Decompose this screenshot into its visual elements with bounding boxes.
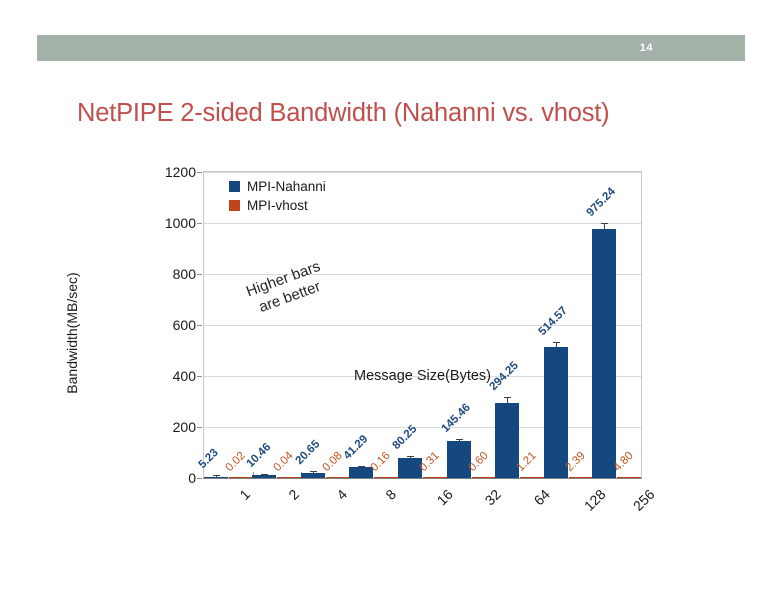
legend-label: MPI-Nahanni — [247, 179, 326, 194]
error-bar — [604, 223, 606, 230]
bar-value-label: 975.24 — [584, 185, 619, 219]
bar-value-label: 20.65 — [293, 438, 323, 468]
error-bar-cap — [212, 475, 220, 477]
bar-vhost — [568, 476, 593, 478]
error-bar — [458, 439, 460, 441]
y-axis-tick-label: 600 — [172, 317, 196, 333]
bar-nahanni — [349, 467, 374, 478]
bar-nahanni — [300, 472, 325, 478]
y-axis-tick-mark — [197, 223, 202, 224]
y-axis-tick-mark — [197, 172, 202, 173]
page-number: 14 — [639, 42, 653, 54]
y-axis-tick-label: 1000 — [164, 215, 196, 231]
x-axis-tick-label: 256 — [629, 486, 658, 514]
bar-vhost — [471, 476, 496, 478]
y-axis-tick-mark — [197, 376, 202, 377]
error-bar — [555, 342, 557, 347]
y-axis-title: Bandwidth(MB/sec) — [64, 272, 80, 394]
error-bar-cap — [261, 474, 269, 476]
bar-vhost — [277, 476, 302, 478]
y-axis-tick-label: 400 — [172, 368, 196, 384]
gridline — [204, 427, 641, 428]
error-bar-cap — [601, 222, 609, 224]
y-axis-tick-mark — [197, 478, 202, 479]
legend-swatch-icon — [229, 181, 240, 192]
y-axis-tick-label: 800 — [172, 266, 196, 282]
bar-value-label: 0.31 — [417, 449, 442, 474]
x-axis-tick-label: 16 — [433, 486, 456, 509]
y-axis-tick-mark — [197, 427, 202, 428]
x-axis-tick-label: 64 — [530, 486, 553, 509]
bar-value-label: 10.46 — [244, 441, 274, 471]
x-axis-tick-label: 2 — [285, 486, 302, 503]
bar-vhost — [374, 476, 399, 478]
chart-legend: MPI-Nahanni MPI-vhost — [229, 179, 326, 217]
bars-layer: 5.23 0.02 10.46 0.04 20.65 0.08 41.29 0.16 80.25… — [196, 172, 642, 478]
gridline — [204, 376, 641, 377]
x-axis-tick-label: 8 — [382, 486, 400, 503]
y-axis-tick-labels: 0 200 400 600 800 1000 1200 — [150, 164, 196, 486]
y-axis-tick-mark — [197, 325, 202, 326]
error-bar-cap — [407, 455, 414, 457]
error-bar — [410, 456, 411, 458]
legend-swatch-icon — [229, 200, 240, 211]
bar-nahanni — [543, 346, 568, 478]
error-bar — [507, 398, 509, 403]
bar-nahanni — [398, 457, 422, 478]
bar-nahanni — [252, 475, 277, 478]
gridline — [204, 274, 641, 275]
x-axis-title: Message Size(Bytes) — [354, 368, 491, 384]
chart-container: Bandwidth(MB/sec) 0 200 400 600 800 1000 1200 … — [0, 150, 776, 560]
bar-vhost — [325, 476, 350, 478]
bar-value-label: 0.04 — [271, 449, 297, 474]
y-axis-tick-label: 1200 — [164, 164, 196, 180]
plot-area — [203, 171, 642, 479]
x-axis-tick-mark — [252, 472, 254, 478]
slide-title: NetPIPE 2-sided Bandwidth (Nahanni vs. v… — [77, 99, 610, 127]
x-axis-tick-label: 1 — [236, 486, 254, 503]
error-bar-cap — [504, 397, 512, 399]
x-axis-tick-label: 128 — [580, 486, 609, 514]
error-bar-cap — [309, 471, 317, 473]
bar-nahanni — [592, 229, 617, 478]
bar-nahanni — [446, 440, 471, 478]
gridline — [204, 172, 641, 173]
bar-value-label: 80.25 — [390, 423, 420, 452]
legend-label: MPI-vhost — [247, 198, 308, 213]
y-axis-tick-label: 0 — [188, 470, 196, 486]
y-axis-tick-mark — [197, 274, 202, 275]
bar-vhost — [228, 476, 253, 478]
legend-item-vhost[interactable]: MPI-vhost — [229, 198, 326, 213]
bar-nahanni — [203, 476, 228, 478]
error-bar-cap — [455, 438, 463, 440]
bar-value-label: 145.46 — [439, 401, 473, 435]
bar-vhost — [617, 476, 642, 478]
x-axis-tick-label: 32 — [481, 486, 504, 509]
gridline — [204, 325, 641, 326]
bar-vhost — [520, 476, 545, 478]
bar-value-label: 41.29 — [341, 433, 371, 463]
bar-value-label: 514.57 — [536, 304, 570, 338]
bar-value-label: 0.16 — [368, 449, 394, 474]
legend-item-nahanni[interactable]: MPI-Nahanni — [229, 179, 326, 194]
error-bar-cap — [552, 341, 560, 343]
error-bar-cap — [358, 466, 366, 468]
bar-value-label: 5.23 — [196, 447, 221, 472]
x-axis-tick-label: 4 — [333, 486, 351, 503]
bar-nahanni — [495, 402, 520, 478]
gridline — [204, 223, 641, 224]
y-axis-tick-label: 200 — [172, 419, 196, 435]
bar-vhost — [423, 476, 447, 478]
slide-header-bar: 14 — [37, 35, 745, 61]
